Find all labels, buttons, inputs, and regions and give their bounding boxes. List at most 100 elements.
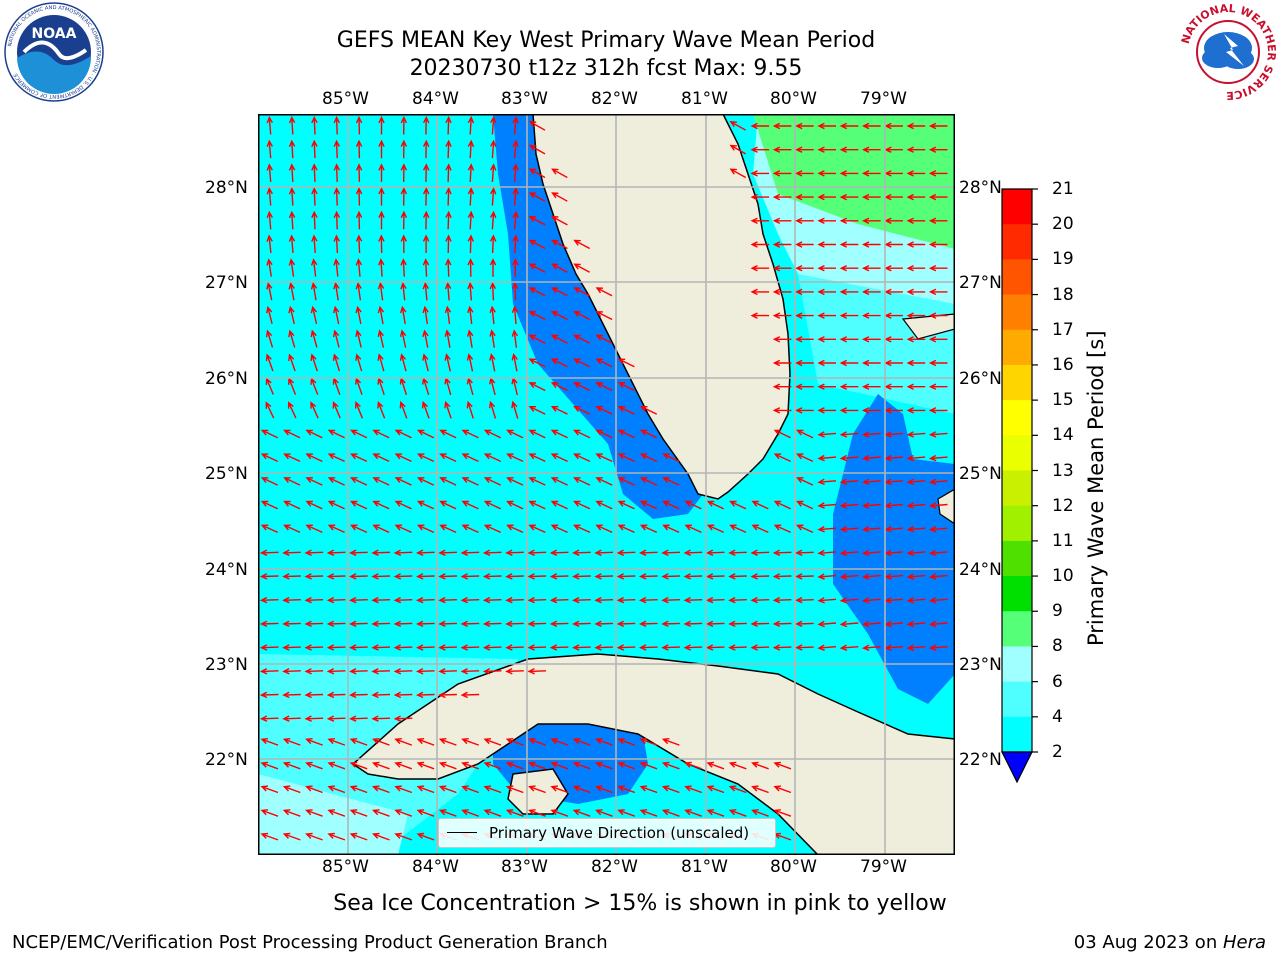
wave-direction-arrow [817,573,837,580]
wave-direction-arrow [617,453,635,463]
wave-direction-arrow [332,329,340,348]
wave-direction-arrow [639,738,658,746]
wave-direction-arrow [259,667,279,675]
wave-direction-arrow [467,258,474,277]
wave-direction-arrow [466,353,474,372]
cuba-land [351,653,955,855]
wave-direction-arrow [728,620,747,628]
wave-direction-arrow [327,785,346,794]
wave-direction-arrow [750,217,770,225]
wave-direction-arrow [304,715,324,722]
wave-direction-arrow [550,334,568,344]
wave-direction-arrow [483,453,501,463]
wave-direction-arrow [906,146,926,153]
lon-label-bottom-79w: 79°W [860,857,907,877]
wave-direction-arrow [906,644,926,651]
wave-direction-arrow [467,210,475,230]
wave-direction-arrow [378,115,385,135]
wave-direction-arrow [283,477,301,486]
wave-direction-arrow [461,524,479,534]
wave-direction-arrow [817,288,836,296]
wave-direction-arrow [282,691,301,699]
wave-direction-arrow [266,305,273,324]
colorbar-title-wrap: Primary Wave Mean Period [s] [1083,330,1123,656]
colorbar-segment [1002,189,1032,225]
wave-direction-arrow [550,429,568,439]
wave-direction-arrow [467,305,474,325]
wave-direction-arrow [415,691,435,699]
wave-direction-arrow [884,146,903,153]
wave-direction-arrow [378,210,385,230]
wave-direction-arrow [884,620,903,628]
wave-direction-arrow [817,146,836,153]
wave-direction-arrow [795,122,814,130]
wave-direction-arrow [795,359,814,367]
wave-direction-arrow [617,785,636,794]
colorbar-title: Primary Wave Mean Period [s] [1084,330,1108,646]
wave-direction-arrow [349,573,368,580]
wave-direction-arrow [573,239,591,250]
wave-direction-arrow [549,549,569,556]
wave-direction-arrow [416,524,435,534]
wave-direction-arrow [506,477,524,486]
wave-direction-arrow [617,524,635,534]
wave-direction-arrow [371,832,390,841]
wave-direction-arrow [400,163,408,182]
wave-direction-arrow [438,596,457,604]
wave-direction-arrow [861,288,881,296]
florida-land [532,114,791,500]
colorbar-tick-label: 11 [1052,530,1074,551]
colorbar-tick-label: 12 [1052,495,1074,516]
wave-direction-arrow [350,477,368,486]
colorbar-segment [1002,329,1032,366]
wave-direction-arrow [750,596,770,604]
wave-direction-arrow [400,258,407,277]
wave-direction-arrow [861,241,881,248]
wave-direction-arrow [266,163,274,182]
wave-direction-arrow [817,193,836,201]
wave-direction-arrow [595,334,613,344]
wave-direction-arrow [706,785,725,794]
wave-direction-arrow [751,785,769,794]
wave-direction-arrow [549,620,569,628]
wave-direction-arrow [489,281,497,301]
wave-direction-arrow [817,359,836,367]
wave-direction-arrow [906,383,926,390]
colorbar-tick-label: 9 [1052,601,1063,622]
wave-direction-arrow [332,353,341,372]
lon-label-bottom-83w: 83°W [501,857,548,877]
wave-direction-arrow [662,453,680,463]
wave-direction-arrow [445,186,452,206]
wave-direction-arrow [483,477,501,486]
wave-direction-arrow [288,234,296,254]
wave-direction-arrow [422,115,430,135]
wave-direction-arrow [861,431,881,438]
wave-direction-arrow [377,353,385,372]
wave-direction-arrow [817,122,836,130]
lon-label-top-82w: 82°W [591,89,638,109]
wave-direction-arrow [327,809,346,817]
wave-direction-arrow [928,620,948,628]
wave-direction-arrow [928,644,948,651]
wave-direction-arrow [861,264,881,272]
wave-direction-arrow [550,785,569,794]
wave-direction-arrow [572,620,591,628]
wave-direction-arrow [817,502,837,509]
legend-line-swatch [447,832,477,833]
wave-direction-arrow [528,785,546,794]
noaa-logo-text: NOAA [32,26,77,42]
wave-direction-arrow [505,761,524,770]
colorbar-segment [1002,400,1032,436]
wave-direction-arrow [750,644,770,651]
wave-direction-arrow [283,429,301,439]
wave-direction-arrow [355,115,363,135]
wave-direction-arrow [422,329,429,348]
wave-direction-arrow [684,524,702,534]
wave-direction-arrow [639,785,658,794]
wave-direction-arrow [594,620,614,628]
colorbar-tick-label: 19 [1052,249,1074,270]
wave-direction-arrow [839,383,859,390]
wave-direction-arrow [884,288,903,296]
wave-direction-arrow [266,234,273,254]
wave-direction-arrow [551,263,568,273]
